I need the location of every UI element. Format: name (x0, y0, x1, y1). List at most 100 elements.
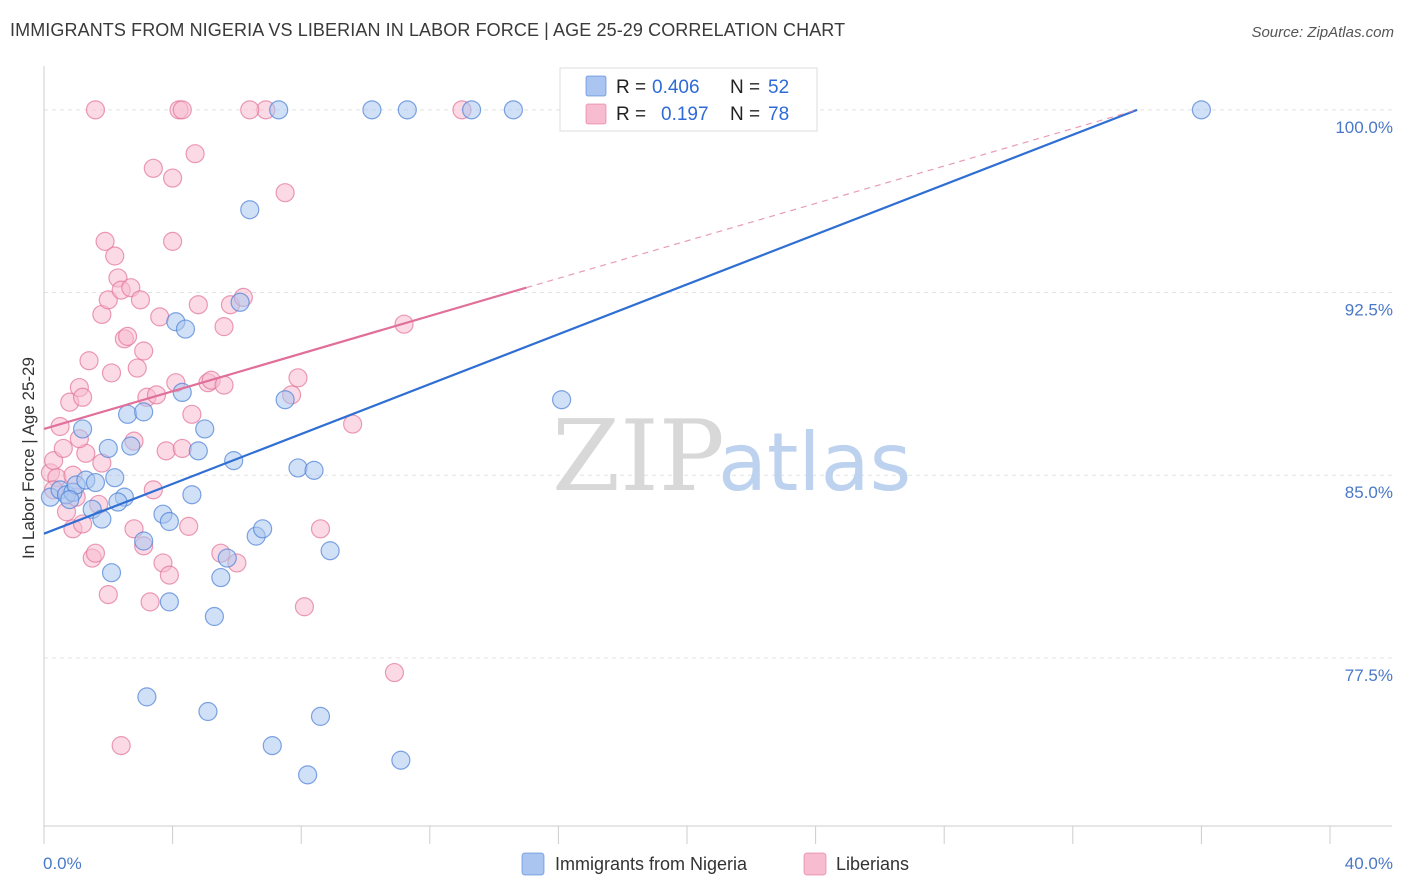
point-nigeria-51 (552, 390, 572, 410)
point-nigeria-33 (217, 548, 237, 568)
source-label: Source: ZipAtlas.com (1251, 24, 1394, 41)
bottom-legend-label-nigeria: Immigrants from Nigeria (555, 854, 748, 874)
point-liberians-71 (85, 100, 106, 120)
chart-title: IMMIGRANTS FROM NIGERIA VS LIBERIAN IN L… (10, 20, 846, 40)
point-liberians-18 (98, 290, 118, 310)
point-nigeria-36 (240, 200, 260, 220)
point-liberians-20 (105, 246, 125, 266)
point-liberians-44 (179, 516, 199, 536)
point-nigeria-43 (298, 765, 318, 785)
legend-r-value-nigeria: 0.406 (652, 77, 700, 98)
point-nigeria-13 (101, 563, 122, 583)
legend-n-label-nigeria: N = (730, 77, 760, 98)
point-liberians-12 (79, 351, 99, 371)
point-nigeria-38 (253, 519, 273, 539)
point-nigeria-50 (503, 100, 523, 120)
point-liberians-38 (159, 565, 179, 585)
trend-line-extension-liberians (526, 109, 1138, 289)
point-liberians-58 (288, 368, 308, 388)
bottom-legend-swatch-nigeria (521, 852, 545, 876)
point-nigeria-31 (204, 606, 224, 627)
point-nigeria-42 (288, 458, 308, 478)
point-liberians-30 (134, 341, 154, 361)
point-nigeria-27 (182, 485, 202, 505)
point-liberians-56 (275, 183, 295, 203)
point-nigeria-41 (275, 390, 295, 410)
point-nigeria-11 (98, 438, 118, 459)
point-liberians-35 (150, 307, 170, 327)
watermark: ZIP atlas (552, 400, 911, 514)
bottom-legend: Immigrants from Nigeria Liberians (521, 852, 909, 876)
y-tick-label-0: 100.0% (1335, 118, 1393, 137)
point-nigeria-22 (159, 511, 179, 532)
point-nigeria-53 (461, 100, 482, 120)
y-tick-label-3: 77.5% (1345, 666, 1393, 685)
legend-n-value-liberians: 78 (768, 104, 789, 125)
point-liberians-61 (343, 414, 363, 434)
point-nigeria-32 (211, 567, 231, 588)
point-nigeria-19 (134, 531, 154, 551)
trend-line-liberians (43, 286, 527, 431)
legend-r-value-liberians: 0.197 (661, 104, 709, 125)
point-nigeria-20 (137, 687, 157, 707)
point-liberians-59 (294, 597, 315, 617)
legend-r-label-nigeria: R = (616, 77, 646, 98)
point-nigeria-28 (188, 441, 208, 461)
point-liberians-67 (98, 584, 118, 605)
point-liberians-28 (127, 358, 147, 378)
point-liberians-51 (214, 317, 234, 337)
point-nigeria-16 (121, 436, 141, 456)
point-liberians-39 (163, 168, 183, 188)
axes (43, 66, 1392, 844)
y-tick-labels: 100.0% 92.5% 85.0% 77.5% (1335, 118, 1393, 685)
point-liberians-47 (188, 295, 208, 315)
point-nigeria-8 (72, 419, 93, 439)
legend-r-label-liberians: R = (616, 104, 646, 125)
point-liberians-29 (130, 290, 151, 310)
point-liberians-4 (53, 438, 73, 459)
legend-swatch-liberians (585, 103, 607, 125)
point-nigeria-29 (195, 419, 215, 439)
series-nigeria-points (40, 100, 1212, 785)
point-liberians-45 (182, 404, 202, 424)
point-liberians-70 (172, 100, 192, 120)
point-nigeria-18 (134, 402, 154, 422)
point-nigeria-26 (175, 319, 196, 339)
point-nigeria-17 (117, 404, 138, 424)
point-nigeria-45 (310, 706, 331, 726)
x-tick-max: 40.0% (1345, 854, 1393, 873)
y-tick-label-2: 85.0% (1345, 483, 1393, 502)
point-liberians-60 (310, 519, 331, 539)
point-liberians-62 (384, 662, 405, 683)
point-liberians-19 (101, 363, 122, 383)
point-nigeria-46 (320, 541, 340, 561)
point-liberians-33 (143, 158, 163, 178)
legend-n-value-nigeria: 52 (768, 77, 789, 98)
point-liberians-25 (117, 326, 138, 346)
series-liberians-points (40, 100, 472, 756)
point-nigeria-35 (230, 292, 250, 312)
point-nigeria-52 (1191, 100, 1212, 120)
point-liberians-75 (143, 480, 163, 500)
bottom-legend-label-liberians: Liberians (836, 854, 909, 874)
point-nigeria-39 (262, 736, 282, 756)
x-tick-min: 0.0% (43, 854, 82, 873)
point-nigeria-44 (304, 460, 324, 480)
point-liberians-69 (240, 100, 260, 120)
point-liberians-32 (140, 592, 160, 612)
trend-lines (43, 108, 1138, 535)
point-liberians-14 (85, 543, 106, 563)
legend-n-label-liberians: N = (730, 104, 760, 125)
point-liberians-10 (72, 387, 93, 407)
watermark-atlas: atlas (718, 416, 911, 509)
point-nigeria-47 (362, 100, 382, 120)
legend-swatch-nigeria (585, 75, 607, 97)
point-liberians-37 (156, 441, 176, 461)
point-nigeria-23 (159, 592, 179, 612)
point-liberians-17 (95, 231, 115, 251)
point-nigeria-49 (397, 100, 417, 120)
trend-line-nigeria (43, 108, 1138, 535)
grid-lines (44, 109, 1392, 659)
point-liberians-43 (172, 438, 192, 459)
